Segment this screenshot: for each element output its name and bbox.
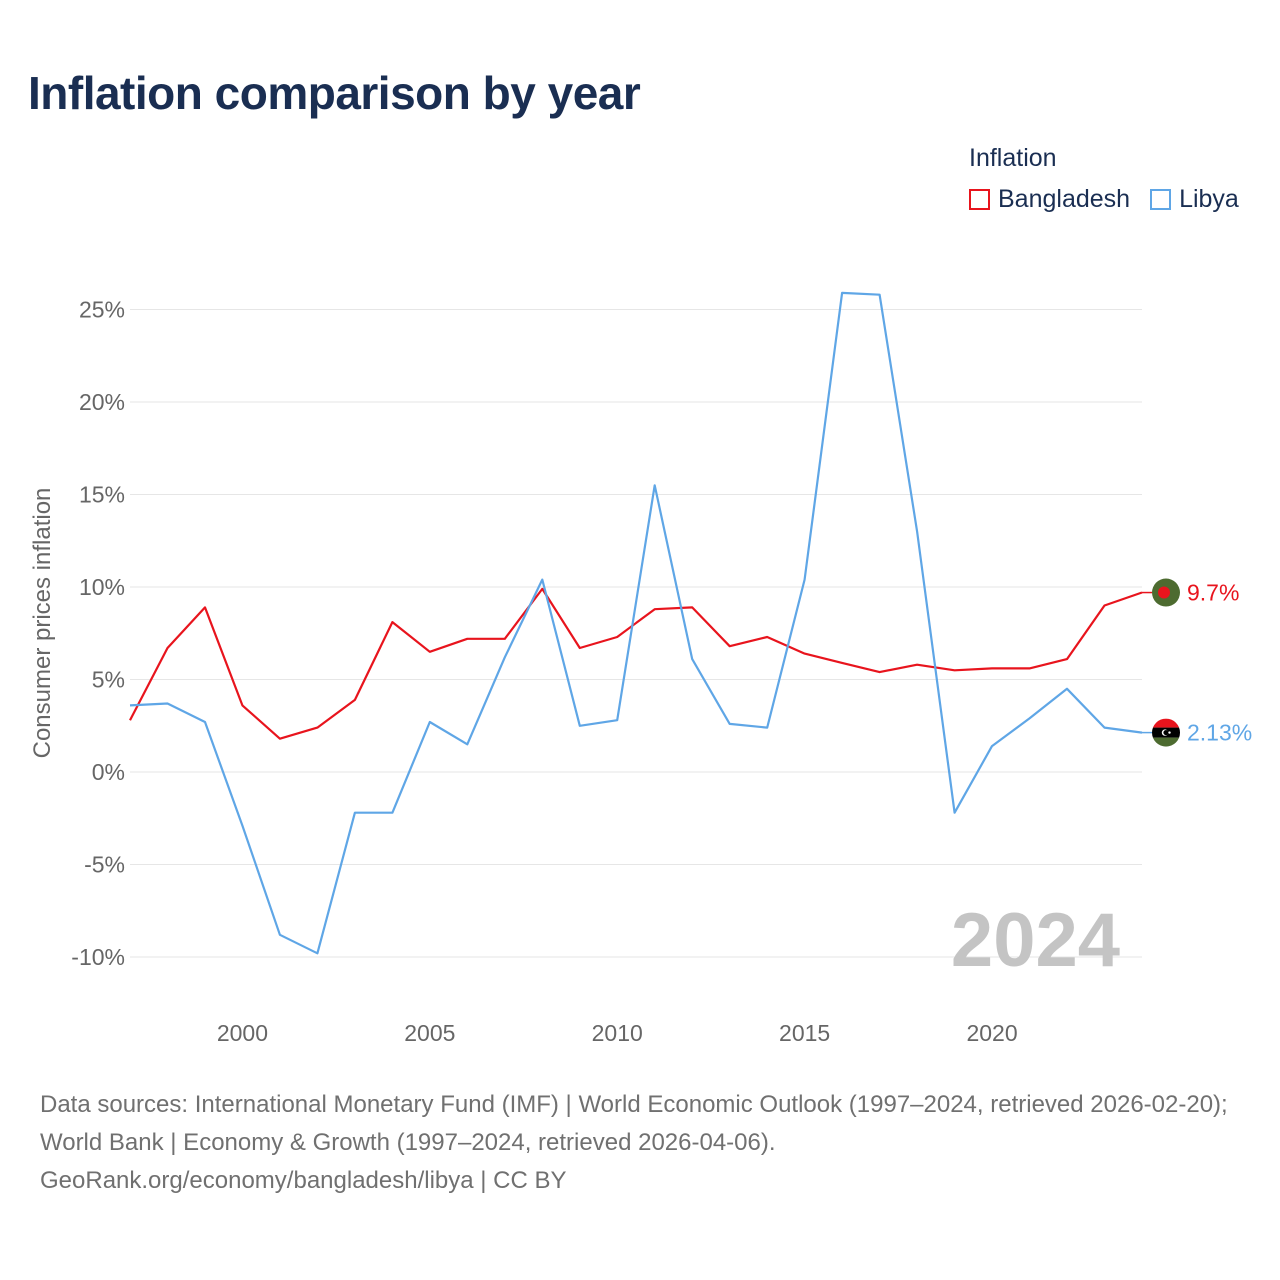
y-tick-label: -5% xyxy=(84,852,125,878)
inflation-line-chart: 25% 20% 15% 10% 5% 0% -5% -10% 2000 2005 2010 2015 2… xyxy=(29,291,1252,1046)
chart-title: Inflation comparison by year xyxy=(28,67,641,119)
y-tick-label: 0% xyxy=(92,759,125,785)
x-tick-label: 2015 xyxy=(779,1020,830,1046)
source-line-1: Data sources: International Monetary Fun… xyxy=(40,1091,1228,1156)
source-line-2[interactable]: GeoRank.org/economy/bangladesh/libya | C… xyxy=(40,1167,567,1194)
end-value-label-bangladesh: 9.7% xyxy=(1187,580,1239,606)
libya-flag-icon xyxy=(1152,718,1180,747)
y-tick-label: 10% xyxy=(79,574,125,600)
legend-swatch-bangladesh xyxy=(969,189,990,210)
y-tick-label: 20% xyxy=(79,389,125,415)
x-tick-label: 2020 xyxy=(966,1020,1017,1046)
libya-flag-crescent-cut xyxy=(1163,729,1169,736)
bangladesh-flag-disc xyxy=(1158,586,1170,599)
legend-swatch-libya xyxy=(1150,189,1172,210)
series-line-libya xyxy=(129,291,1143,955)
data-source-note: Data sources: International Monetary Fun… xyxy=(40,1086,1245,1200)
legend-item-libya[interactable]: Libya xyxy=(1150,185,1239,214)
end-value-label-libya: 2.13% xyxy=(1187,720,1252,746)
libya-flag-band xyxy=(1152,737,1180,747)
legend: Bangladesh Libya xyxy=(969,185,1259,214)
legend-item-bangladesh[interactable]: Bangladesh xyxy=(969,185,1130,214)
legend-title: Inflation xyxy=(969,144,1057,172)
libya-flag-band xyxy=(1152,718,1180,728)
legend-label-bangladesh: Bangladesh xyxy=(998,185,1131,213)
y-tick-label: 5% xyxy=(92,667,125,693)
x-tick-label: 2010 xyxy=(592,1020,643,1046)
y-axis-label: Consumer prices inflation xyxy=(29,488,56,759)
y-tick-label: 25% xyxy=(79,297,125,323)
x-tick-label: 2000 xyxy=(217,1020,268,1046)
y-tick-label: -10% xyxy=(71,944,125,970)
y-tick-label: 15% xyxy=(79,482,125,508)
libya-flag-star xyxy=(1168,731,1171,734)
legend-label-libya: Libya xyxy=(1179,185,1239,213)
x-tick-label: 2005 xyxy=(404,1020,455,1046)
series-line-bangladesh xyxy=(129,587,1143,740)
year-watermark: 2024 xyxy=(951,898,1120,983)
